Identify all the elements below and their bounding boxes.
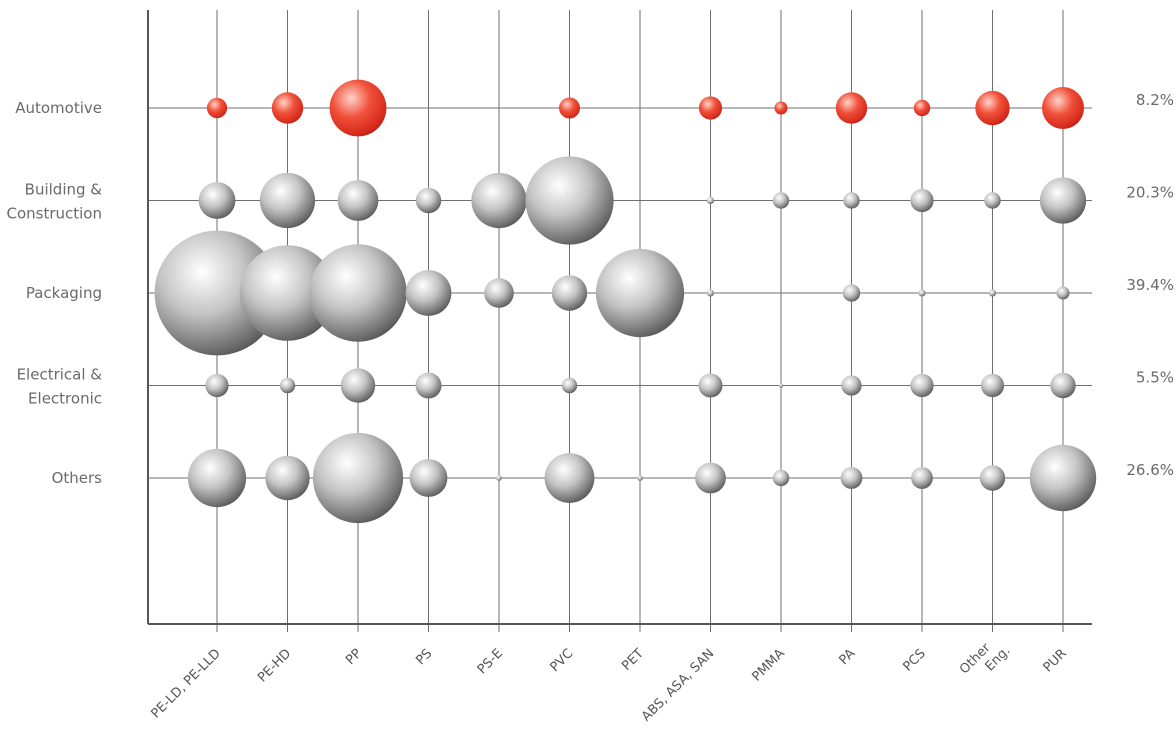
bubble bbox=[695, 462, 726, 494]
category-label: ABS, ASA, SAN bbox=[639, 646, 717, 724]
bubble bbox=[910, 373, 934, 398]
automotive-bubble bbox=[698, 96, 723, 120]
bubble bbox=[484, 278, 514, 308]
automotive-bubble bbox=[206, 97, 228, 119]
bubble bbox=[198, 182, 236, 219]
bubble bbox=[772, 469, 790, 487]
row-share-label: 26.6% bbox=[1126, 461, 1174, 479]
category-label: PE-HD bbox=[255, 646, 294, 685]
bubble bbox=[187, 448, 247, 508]
bubble bbox=[988, 289, 997, 297]
category-label: PVC bbox=[547, 646, 576, 675]
category-label: OtherEng. bbox=[957, 632, 1014, 689]
automotive-bubble bbox=[559, 97, 580, 119]
bubble bbox=[843, 192, 860, 209]
bubble bbox=[1039, 177, 1087, 224]
bubble bbox=[544, 453, 595, 503]
bubble bbox=[309, 244, 407, 342]
category-label: PS bbox=[413, 646, 435, 668]
row-label: Packaging bbox=[26, 284, 102, 302]
bubble bbox=[842, 284, 861, 302]
bubble bbox=[205, 373, 229, 398]
bubble bbox=[772, 192, 790, 209]
bubble bbox=[415, 187, 442, 214]
bubble bbox=[706, 196, 715, 205]
automotive-bubble bbox=[975, 90, 1010, 126]
bubble bbox=[409, 459, 448, 497]
row-share-label: 39.4% bbox=[1126, 276, 1174, 294]
bubble bbox=[595, 248, 685, 338]
bubble bbox=[259, 172, 316, 229]
bubble bbox=[1050, 372, 1076, 399]
bubble bbox=[265, 455, 310, 501]
bubble bbox=[637, 475, 643, 481]
bubble bbox=[918, 289, 926, 297]
bubble bbox=[154, 230, 280, 356]
row-label: Building & Construction bbox=[6, 181, 102, 223]
bubble bbox=[778, 383, 784, 388]
row-share-label: 5.5% bbox=[1136, 369, 1174, 387]
bubble bbox=[525, 156, 614, 245]
automotive-bubble bbox=[774, 101, 788, 115]
category-label: PUR bbox=[1041, 646, 1070, 675]
automotive-bubble bbox=[271, 92, 304, 124]
axes bbox=[147, 10, 1092, 625]
automotive-bubble bbox=[913, 99, 931, 117]
row-label: Automotive bbox=[15, 99, 102, 117]
bubble bbox=[1029, 444, 1097, 512]
bubble bbox=[561, 377, 578, 394]
bubble bbox=[840, 467, 863, 489]
bubble bbox=[841, 375, 862, 396]
bubble bbox=[415, 372, 442, 399]
bubble bbox=[340, 368, 376, 403]
bubble bbox=[706, 289, 715, 297]
bubbles bbox=[154, 79, 1097, 524]
row-share-label: 8.2% bbox=[1136, 91, 1174, 109]
bubble bbox=[979, 465, 1006, 491]
category-label: PCS bbox=[900, 646, 928, 674]
bubble bbox=[984, 192, 1001, 209]
bubble bbox=[496, 475, 502, 481]
automotive-bubble bbox=[1042, 87, 1084, 129]
category-label: PP bbox=[343, 646, 365, 668]
bubble bbox=[312, 432, 404, 524]
row-label: Electrical & Electronic bbox=[17, 366, 103, 408]
bubble bbox=[1056, 286, 1070, 300]
category-label: PA bbox=[836, 646, 858, 668]
row-share-label: 20.3% bbox=[1126, 184, 1174, 202]
bubble bbox=[471, 172, 527, 229]
bubble bbox=[980, 373, 1005, 398]
category-label: PE-LD, PE-LLD bbox=[149, 646, 224, 721]
category-label: PS-E bbox=[475, 646, 506, 677]
bubble bbox=[239, 245, 336, 341]
category-label: PMMA bbox=[750, 646, 788, 684]
bubble bbox=[337, 180, 379, 221]
bubble bbox=[279, 377, 296, 394]
bubble bbox=[405, 270, 452, 316]
bubble bbox=[911, 467, 933, 489]
bubble bbox=[551, 275, 588, 311]
row-label: Others bbox=[52, 469, 103, 487]
bubble bbox=[910, 188, 934, 213]
bubble bbox=[698, 373, 723, 398]
category-label: PET bbox=[619, 646, 647, 674]
automotive-bubble bbox=[329, 79, 387, 137]
automotive-bubble bbox=[835, 92, 868, 124]
